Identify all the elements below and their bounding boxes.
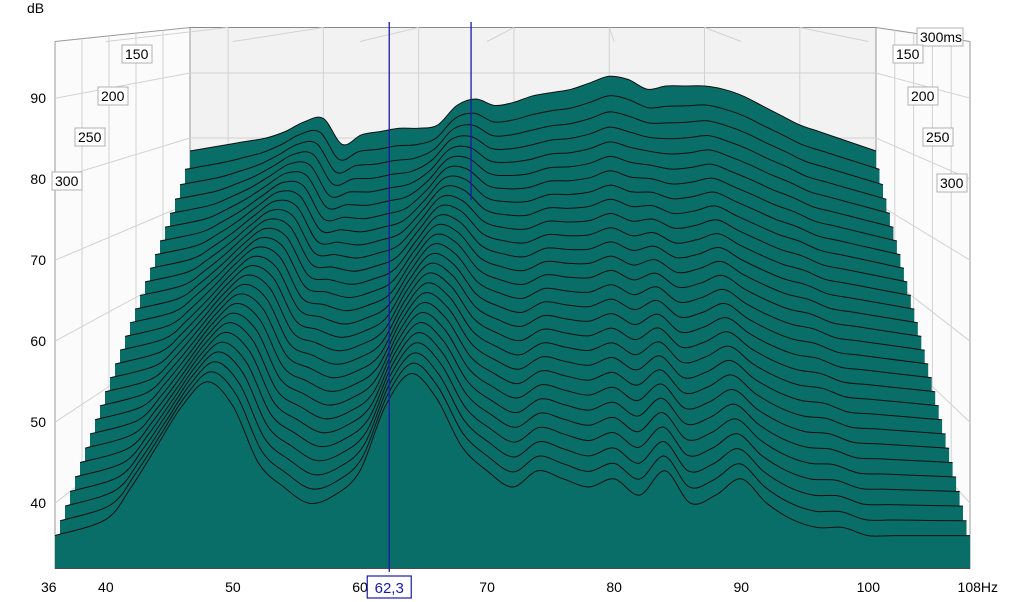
waterfall-slice-outline xyxy=(114,252,929,365)
waterfall-slice-outline xyxy=(154,175,901,256)
y-tick-label: 80 xyxy=(30,171,46,187)
grid-line-right xyxy=(875,202,971,261)
x-tick-label: 70 xyxy=(479,579,495,595)
waterfall-slice-outline xyxy=(94,292,943,421)
waterfall-slice-outline xyxy=(99,282,939,407)
time-label-right: 150 xyxy=(896,46,920,62)
time-label-box xyxy=(907,86,939,106)
grid-line-top xyxy=(799,27,869,42)
waterfall-slice-outline xyxy=(89,301,946,435)
waterfall-slice-outline xyxy=(139,204,911,296)
y-axis-unit-label: dB xyxy=(27,0,44,16)
grid-line-top xyxy=(704,27,742,42)
y-tick-label: 60 xyxy=(30,333,46,349)
x-tick-label: 36 xyxy=(41,579,57,595)
waterfall-slice-outline xyxy=(169,141,891,214)
y-tick-label: 90 xyxy=(30,90,46,106)
x-tick-label: 50 xyxy=(225,579,241,595)
waterfall-slice-outline xyxy=(69,342,960,492)
grid-line-right xyxy=(875,72,971,99)
time-label-left: 250 xyxy=(78,129,102,145)
cursor-lines xyxy=(388,22,472,572)
time-label-box xyxy=(121,44,153,64)
grid-line-left xyxy=(54,202,191,261)
time-label-box xyxy=(892,44,924,64)
time-label-right: 250 xyxy=(926,129,950,145)
time-label-left: 150 xyxy=(125,46,149,62)
time-label-box xyxy=(916,27,964,47)
time-label-right: 300 xyxy=(940,175,964,191)
waterfall-slice-outline xyxy=(174,126,887,200)
grid-line-right xyxy=(875,137,971,180)
x-tick-label: 40 xyxy=(98,579,114,595)
waterfall-slice xyxy=(55,373,970,568)
grid-line-top xyxy=(232,27,324,42)
waterfall-slices xyxy=(54,75,970,568)
waterfall-slice-outline xyxy=(164,155,894,228)
waterfall-slice-outline xyxy=(59,362,967,522)
waterfall-slice-outline xyxy=(144,194,908,283)
waterfall-slice-outline xyxy=(189,75,877,152)
waterfall-slice-outline xyxy=(84,311,950,449)
grid-line-top xyxy=(608,27,615,42)
time-label-right: 300ms xyxy=(920,29,962,45)
axis-labels: dB 36 40 50 60 70 80 90 100 108Hz 40 50 60 70 80 90 150… xyxy=(27,0,998,599)
waterfall-slice-outline xyxy=(119,243,925,351)
x-tick-label: 90 xyxy=(733,579,749,595)
time-label-box xyxy=(936,173,968,193)
time-label-left: 200 xyxy=(101,88,125,104)
grid-line-top xyxy=(486,27,515,42)
waterfall-slice-outline xyxy=(79,322,953,464)
cursor-readout-box xyxy=(366,575,412,599)
y-tick-label: 70 xyxy=(30,252,46,268)
x-tick-label: 108Hz xyxy=(958,579,998,595)
waterfall-slice-outline xyxy=(64,352,964,507)
y-tick-label: 50 xyxy=(30,414,46,430)
time-label-box xyxy=(74,127,106,147)
waterfall-slice-outline xyxy=(54,373,970,537)
y-tick-label: 40 xyxy=(30,495,46,511)
x-tick-label: 60 xyxy=(352,579,368,595)
time-label-left: 300 xyxy=(55,173,79,189)
waterfall-slice-outline xyxy=(109,262,932,379)
grid-line-left xyxy=(54,72,191,99)
time-label-box xyxy=(97,86,129,106)
grid-line-top xyxy=(105,27,229,42)
waterfall-slice-outline xyxy=(129,223,918,324)
waterfall-slice-outline xyxy=(74,332,957,478)
time-label-box xyxy=(51,171,83,191)
x-tick-label: 80 xyxy=(606,579,622,595)
cursor-readout: 62,3 xyxy=(375,580,404,597)
waterfall-slice-outline xyxy=(124,233,922,337)
x-tick-label: 100 xyxy=(857,579,881,595)
waterfall-slice-outline xyxy=(184,95,880,170)
waterfall-slice-outline xyxy=(159,165,898,242)
time-label-box xyxy=(922,127,954,147)
time-label-right: 200 xyxy=(911,88,935,104)
waterfall-slice-outline xyxy=(149,185,904,269)
waterfall-slice-outline xyxy=(179,111,884,186)
waterfall-slice-outline xyxy=(134,214,915,310)
waterfall-slice-outline xyxy=(104,272,936,393)
